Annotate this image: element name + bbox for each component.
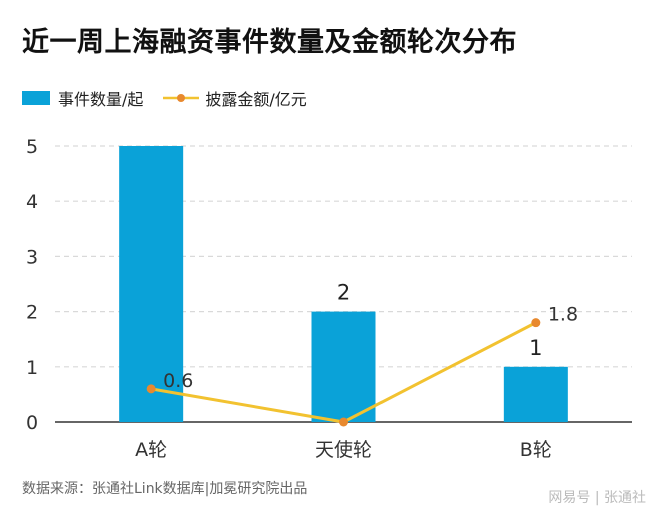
x-tick-label: B轮 bbox=[520, 439, 552, 461]
line-point bbox=[339, 417, 348, 427]
y-tick-label: 2 bbox=[26, 302, 38, 324]
legend-item-line: 披露金额/亿元 bbox=[163, 86, 307, 110]
y-tick-label: 0 bbox=[26, 412, 38, 434]
chart-title: 近一周上海融资事件数量及金额轮次分布 bbox=[22, 27, 517, 58]
source-note: 数据来源：张通社Link数据库|加冕研究院出品 bbox=[22, 481, 308, 497]
legend: 事件数量/起 披露金额/亿元 bbox=[22, 86, 327, 110]
x-tick-label: A轮 bbox=[135, 439, 167, 461]
legend-line-swatch bbox=[163, 91, 200, 105]
bar bbox=[503, 366, 568, 422]
y-tick-label: 3 bbox=[26, 246, 38, 268]
line-point bbox=[531, 318, 541, 328]
line-point bbox=[146, 384, 156, 394]
line-data-label: 1.8 bbox=[548, 304, 578, 326]
line-data-label: 0.6 bbox=[163, 370, 193, 392]
y-tick-label: 1 bbox=[26, 357, 38, 379]
bar-data-label: 1 bbox=[529, 336, 542, 360]
legend-line-label: 披露金额/亿元 bbox=[205, 90, 307, 109]
bar bbox=[119, 146, 184, 422]
y-tick-label: 4 bbox=[26, 191, 38, 213]
y-tick-label: 5 bbox=[26, 136, 38, 158]
legend-bar-label: 事件数量/起 bbox=[58, 90, 144, 109]
legend-item-bar: 事件数量/起 bbox=[22, 86, 143, 110]
watermark: 网易号 | 张通社 bbox=[548, 490, 646, 506]
bar-data-label: 2 bbox=[337, 281, 350, 305]
x-tick-label: 天使轮 bbox=[315, 439, 372, 461]
bar bbox=[311, 311, 376, 422]
legend-bar-swatch bbox=[22, 91, 50, 105]
